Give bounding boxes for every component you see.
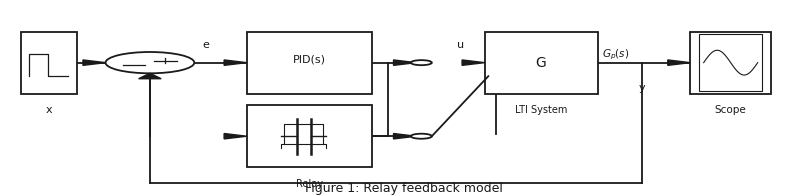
Text: $G_p(s)$: $G_p(s)$ xyxy=(602,48,629,62)
Text: Figure 1: Relay feedback model: Figure 1: Relay feedback model xyxy=(305,182,503,195)
Text: Scope: Scope xyxy=(715,105,747,115)
Text: x: x xyxy=(46,105,53,115)
Circle shape xyxy=(410,134,431,139)
Bar xyxy=(246,105,372,167)
Text: u: u xyxy=(457,40,464,50)
Polygon shape xyxy=(83,60,106,65)
Text: PID Controller: PID Controller xyxy=(276,105,343,115)
Polygon shape xyxy=(462,60,485,65)
Polygon shape xyxy=(393,134,416,139)
Bar xyxy=(699,34,762,91)
Text: Relay: Relay xyxy=(296,179,322,189)
Text: PID(s): PID(s) xyxy=(292,55,326,65)
Polygon shape xyxy=(139,73,162,79)
Polygon shape xyxy=(667,60,690,65)
Text: e: e xyxy=(202,40,209,50)
Text: y: y xyxy=(638,83,646,93)
Polygon shape xyxy=(224,60,246,65)
Bar xyxy=(690,32,771,94)
Circle shape xyxy=(106,52,194,73)
Polygon shape xyxy=(224,134,246,139)
Polygon shape xyxy=(393,60,416,65)
Bar xyxy=(485,32,598,94)
Bar xyxy=(246,32,372,94)
Bar xyxy=(21,32,78,94)
Text: LTI System: LTI System xyxy=(515,105,567,115)
Text: G: G xyxy=(536,56,546,70)
Circle shape xyxy=(410,60,431,65)
